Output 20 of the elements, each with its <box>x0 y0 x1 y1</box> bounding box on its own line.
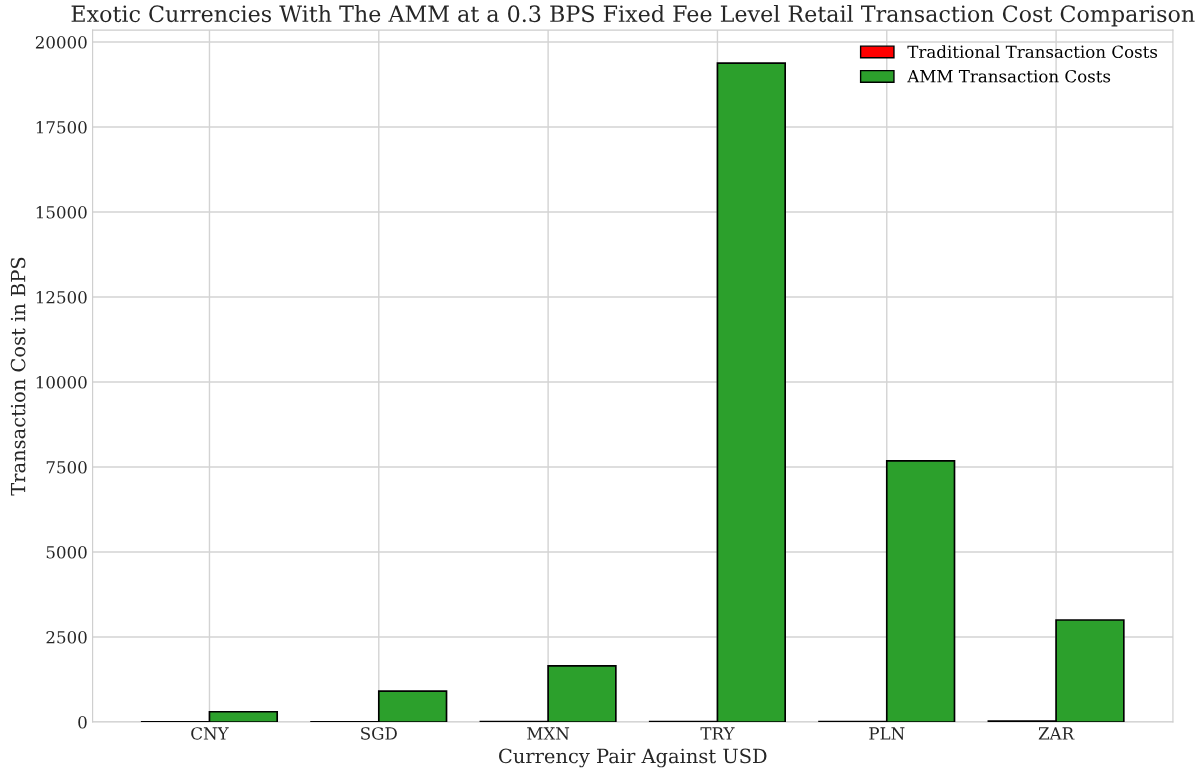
x-tick-label: MXN <box>527 727 570 740</box>
y-tick-label: 0 <box>78 715 87 729</box>
y-tick-label: 2500 <box>46 630 87 644</box>
y-tick-label: 10000 <box>36 375 87 389</box>
chart-title: Exotic Currencies With The AMM at a 0.3 BPS Fixed Fee Level Retail Transaction Cost Comparison <box>71 4 1195 27</box>
y-tick-label: 15000 <box>36 205 87 219</box>
legend-label: AMM Transaction Costs <box>907 69 1111 83</box>
y-tick-label: 12500 <box>36 290 87 304</box>
y-tick-label: 17500 <box>36 121 87 134</box>
y-axis-title: Transaction Cost in BPS <box>10 257 26 496</box>
x-tick-label: SGD <box>361 727 397 740</box>
y-tick-label: 7500 <box>46 460 87 474</box>
x-tick-label: CNY <box>191 727 229 740</box>
legend-label: Traditional Transaction Costs <box>907 45 1158 59</box>
y-tick-label: 5000 <box>46 545 87 559</box>
x-tick-label: TRY <box>700 727 735 740</box>
y-tick-label: 20000 <box>35 36 87 49</box>
x-tick-label: ZAR <box>1038 727 1075 740</box>
x-tick-label: PLN <box>869 727 905 740</box>
x-axis-title: Currency Pair Against USD <box>499 748 767 768</box>
